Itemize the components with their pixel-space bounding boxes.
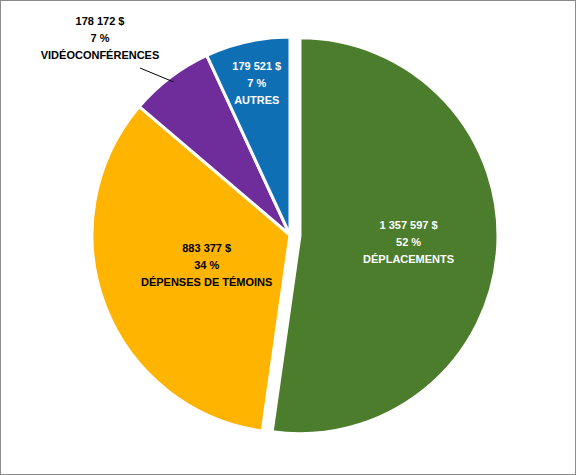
value-label: 179 521 $ — [232, 60, 281, 72]
pie-slice — [272, 38, 498, 434]
data-labels: 1 357 597 $ 52 % DÉPLACEMENTS 883 377 $ 34 %… — [41, 15, 454, 289]
percentage-label: 7 % — [91, 32, 110, 44]
chart-frame — [1, 1, 576, 475]
pie — [92, 37, 498, 434]
value-label: 883 377 $ — [182, 242, 231, 254]
percentage-label: 7 % — [247, 77, 266, 89]
category-label: VIDÉOCONFÉRENCES — [41, 49, 160, 61]
category-label: DÉPENSES DE TÉMOINS — [141, 276, 272, 288]
percentage-label: 52 % — [396, 236, 421, 248]
category-label: DÉPLACEMENTS — [363, 253, 454, 265]
pie-slice — [207, 37, 290, 235]
leader-line — [140, 68, 174, 82]
chart: 1 357 597 $ 52 % DÉPLACEMENTS 883 377 $ 34 %… — [0, 0, 576, 475]
value-label: 178 172 $ — [76, 15, 125, 27]
percentage-label: 34 % — [194, 259, 219, 271]
category-label: AUTRES — [234, 94, 279, 106]
value-label: 1 357 597 $ — [380, 219, 438, 231]
